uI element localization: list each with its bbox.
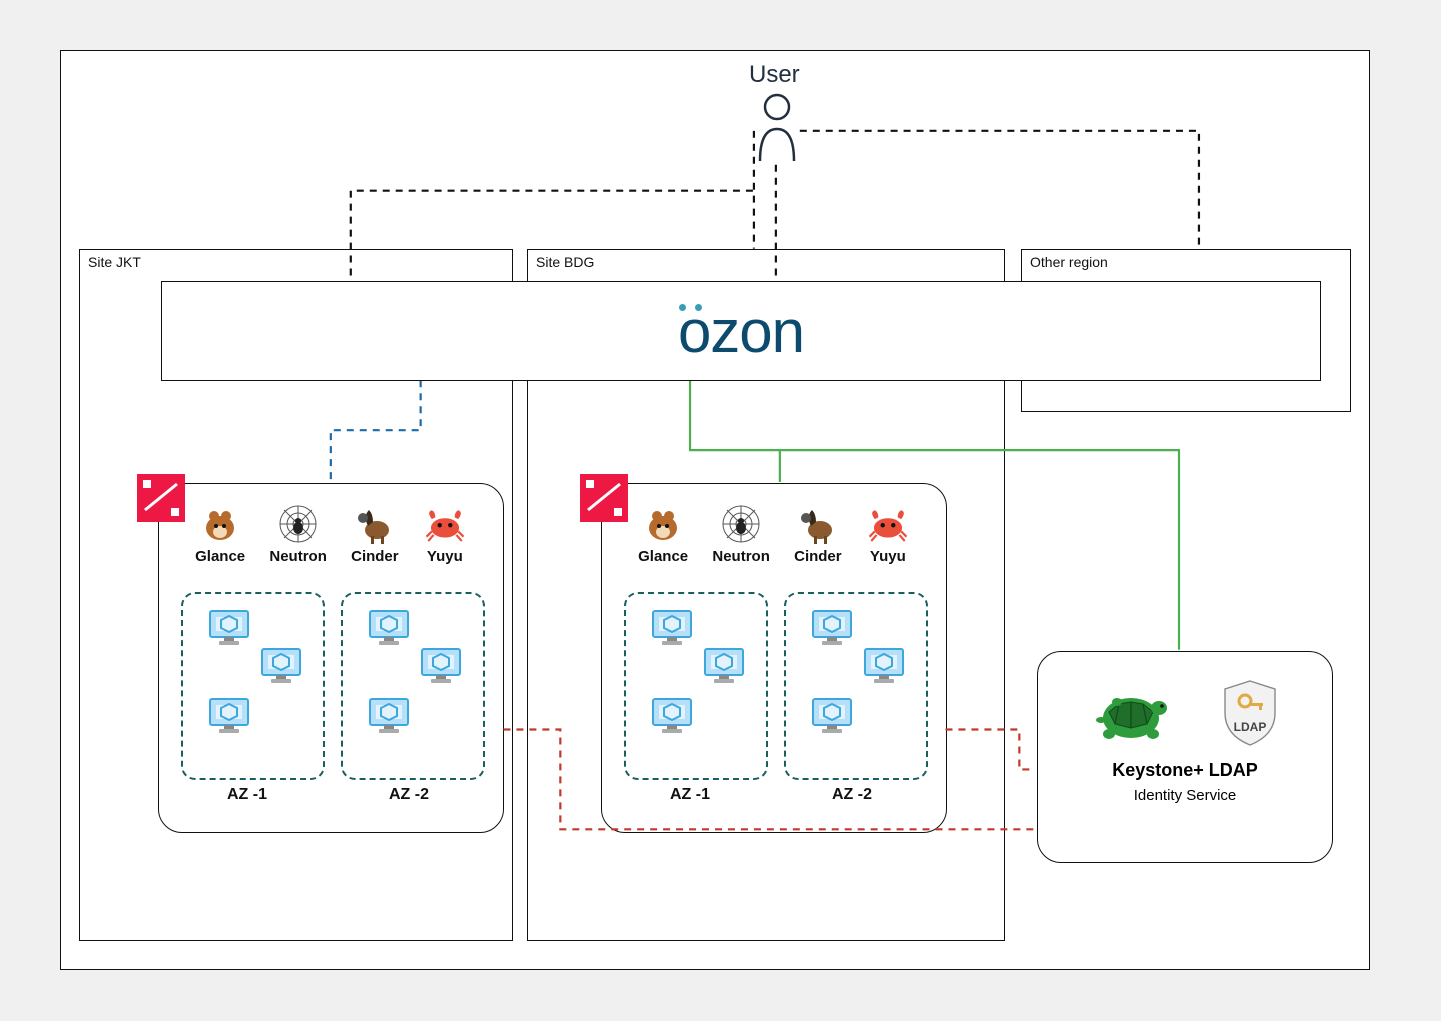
svc-label: Neutron (712, 548, 770, 565)
svc-label: Cinder (351, 548, 399, 565)
openstack-badge-icon (580, 474, 628, 522)
az-2 (341, 592, 485, 780)
monitor-icon (650, 696, 694, 736)
az-group-jkt (181, 592, 485, 780)
monitor-icon (259, 646, 303, 686)
site-jkt-label: Site JKT (88, 254, 141, 270)
monitor-icon (367, 608, 411, 648)
svc-glance: Glance (195, 502, 245, 565)
az2-label: AZ -2 (389, 786, 429, 804)
crab-icon (866, 502, 910, 546)
ldap-text: LDAP (1234, 720, 1267, 734)
user-label: User (749, 61, 800, 89)
svc-cinder: Cinder (794, 502, 842, 565)
az-1 (181, 592, 325, 780)
diagram-canvas: User Site JKT Si (60, 50, 1370, 970)
svc-cinder: Cinder (351, 502, 399, 565)
monitor-icon (810, 696, 854, 736)
cluster-bdg: Glance Neutron Cinder Yuyu (601, 483, 947, 833)
services-row-jkt: Glance Neutron Cinder Yuyu (159, 502, 503, 565)
squirrel-icon (198, 502, 242, 546)
ozon-logo: ozon (678, 297, 804, 366)
openstack-badge-icon (137, 474, 185, 522)
monitor-icon (702, 646, 746, 686)
identity-subtitle: Identity Service (1134, 787, 1237, 804)
svc-label: Glance (195, 548, 245, 565)
az-group-bdg (624, 592, 928, 780)
other-region-label: Other region (1030, 254, 1108, 270)
horse-icon (353, 502, 397, 546)
az2-label: AZ -2 (832, 786, 872, 804)
svc-label: Glance (638, 548, 688, 565)
svc-label: Yuyu (870, 548, 906, 565)
svc-label: Neutron (269, 548, 327, 565)
spider-icon (719, 502, 763, 546)
site-bdg-label: Site BDG (536, 254, 594, 270)
svc-yuyu: Yuyu (866, 502, 910, 565)
turtle-icon (1089, 676, 1173, 750)
az1-label: AZ -1 (227, 786, 267, 804)
squirrel-icon (641, 502, 685, 546)
svc-label: Cinder (794, 548, 842, 565)
az-1 (624, 592, 768, 780)
services-row-bdg: Glance Neutron Cinder Yuyu (602, 502, 946, 565)
az-2 (784, 592, 928, 780)
svc-neutron: Neutron (269, 502, 327, 565)
spider-icon (276, 502, 320, 546)
horse-icon (796, 502, 840, 546)
monitor-icon (862, 646, 906, 686)
ozon-bar: ozon (161, 281, 1321, 381)
ldap-shield-icon: LDAP (1219, 677, 1281, 749)
monitor-icon (207, 608, 251, 648)
svc-neutron: Neutron (712, 502, 770, 565)
identity-box: LDAP Keystone+ LDAP Identity Service (1037, 651, 1333, 863)
svc-yuyu: Yuyu (423, 502, 467, 565)
user-icon (754, 93, 800, 163)
monitor-icon (810, 608, 854, 648)
svc-label: Yuyu (427, 548, 463, 565)
monitor-icon (207, 696, 251, 736)
identity-title: Keystone+ LDAP (1112, 760, 1258, 781)
svc-glance: Glance (638, 502, 688, 565)
monitor-icon (650, 608, 694, 648)
cluster-jkt: Glance Neutron Cinder Yuyu (158, 483, 504, 833)
az1-label: AZ -1 (670, 786, 710, 804)
monitor-icon (367, 696, 411, 736)
crab-icon (423, 502, 467, 546)
monitor-icon (419, 646, 463, 686)
